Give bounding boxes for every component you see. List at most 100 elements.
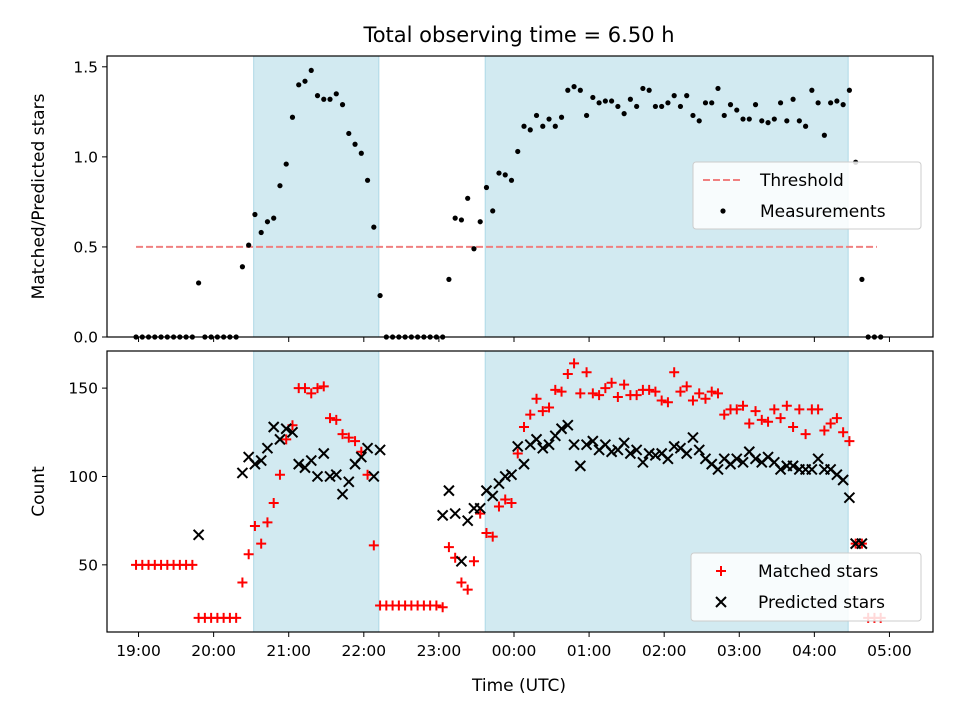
x-axis-label: Time (UTC) xyxy=(471,676,566,696)
legend: Matched stars Predicted stars xyxy=(690,552,922,622)
matched-star-marker xyxy=(487,531,498,542)
legend-box xyxy=(690,552,922,622)
predicted-star-marker xyxy=(624,447,637,460)
predicted-star-marker xyxy=(774,463,787,476)
matched-star-marker xyxy=(781,400,792,411)
chart-title: Total observing time = 6.50 h xyxy=(362,23,674,47)
matched-star-marker xyxy=(687,395,698,406)
measurement-point xyxy=(615,103,621,110)
predicted-star-marker xyxy=(286,426,299,439)
measurement-point xyxy=(371,224,377,230)
y-tick-label: 0.0 xyxy=(73,329,98,347)
predicted-star-marker xyxy=(311,470,324,483)
matched-star-marker xyxy=(844,436,855,447)
measurement-point xyxy=(377,292,383,299)
matched-star-marker xyxy=(675,386,686,397)
measurement-point xyxy=(364,177,371,183)
measurement-point xyxy=(314,93,321,99)
matched-star-marker xyxy=(644,384,655,395)
legend-label: Threshold xyxy=(759,171,844,191)
predicted-star-marker xyxy=(355,451,368,463)
x-tick-label: 21:00 xyxy=(266,642,311,660)
matched-star-marker xyxy=(318,381,329,392)
x-tick-label: 00:00 xyxy=(492,642,537,660)
predicted-star-marker xyxy=(455,555,468,568)
matched-star-marker xyxy=(800,429,811,440)
predicted-star-marker xyxy=(543,438,555,451)
measurement-point xyxy=(590,94,596,101)
measurement-point xyxy=(508,177,515,183)
legend-label: Predicted stars xyxy=(758,593,885,613)
matched-star-marker xyxy=(650,386,661,397)
measurement-point xyxy=(815,100,821,106)
predicted-star-marker xyxy=(537,442,549,454)
matched-star-marker xyxy=(575,388,586,399)
measurement-point xyxy=(571,84,577,90)
predicted-star-marker xyxy=(361,442,374,454)
x-tick-label: 22:00 xyxy=(341,642,386,660)
measurement-point xyxy=(809,87,815,93)
predicted-star-marker xyxy=(449,507,461,520)
measurement-point xyxy=(746,116,752,122)
measurement-point xyxy=(602,98,608,104)
measurement-point xyxy=(321,96,327,102)
measurement-point xyxy=(752,102,759,108)
predicted-star-marker xyxy=(192,529,205,541)
measurement-point xyxy=(696,118,702,124)
matched-star-marker xyxy=(612,391,623,402)
y-tick-label: 1.5 xyxy=(73,58,98,76)
predicted-star-marker xyxy=(374,444,386,456)
matched-star-marker xyxy=(506,497,517,508)
predicted-star-marker xyxy=(443,484,455,497)
predicted-star-marker xyxy=(280,423,292,435)
matched-star-marker xyxy=(788,421,799,432)
matched-star-marker xyxy=(512,448,523,459)
predicted-star-marker xyxy=(436,509,449,522)
axes-frame xyxy=(106,350,934,633)
predicted-star-marker xyxy=(236,467,249,479)
measurement-point xyxy=(327,96,333,102)
measurement-point xyxy=(771,116,777,122)
matched-star-marker xyxy=(562,368,573,379)
measurement-point xyxy=(577,87,583,93)
matched-star-marker xyxy=(712,388,723,399)
matched-star-marker xyxy=(256,538,267,549)
measurement-point xyxy=(646,87,652,93)
measurement-point xyxy=(496,170,502,176)
matched-star-marker xyxy=(756,414,767,425)
x-tick-label: 02:00 xyxy=(642,642,687,660)
predicted-star-marker xyxy=(693,444,705,456)
predicted-star-marker xyxy=(749,453,762,465)
matched-star-marker xyxy=(813,404,824,415)
series-predicted-stars xyxy=(192,419,868,568)
measurement-point xyxy=(252,211,258,218)
matched-star-marker xyxy=(831,413,842,424)
measurement-point xyxy=(552,123,558,129)
measurement-point xyxy=(277,183,283,189)
predicted-star-marker xyxy=(587,435,599,447)
measurement-point xyxy=(490,208,496,214)
legend-matched-swatch xyxy=(716,566,726,576)
predicted-star-marker xyxy=(474,502,486,514)
predicted-star-marker xyxy=(518,458,530,470)
predicted-star-marker xyxy=(574,460,587,472)
measurement-point xyxy=(527,127,533,133)
y-tick-label: 50 xyxy=(78,556,98,574)
measurement-point xyxy=(458,217,465,223)
matched-star-marker xyxy=(619,379,630,390)
measurement-point xyxy=(834,98,840,104)
predicted-star-marker xyxy=(580,438,593,451)
matched-star-marker xyxy=(268,497,279,508)
matched-star-marker xyxy=(662,397,673,408)
measurement-point xyxy=(308,67,314,74)
measurement-point xyxy=(452,215,458,221)
measurement-point xyxy=(333,91,339,97)
x-tick-label: 03:00 xyxy=(717,642,762,660)
measurement-point xyxy=(640,85,646,92)
measurement-point xyxy=(684,93,690,99)
measurement-point xyxy=(558,114,565,120)
matched-star-marker xyxy=(437,602,448,613)
measurement-point xyxy=(677,103,684,110)
predicted-star-marker xyxy=(843,491,856,504)
predicted-star-marker xyxy=(618,437,630,449)
